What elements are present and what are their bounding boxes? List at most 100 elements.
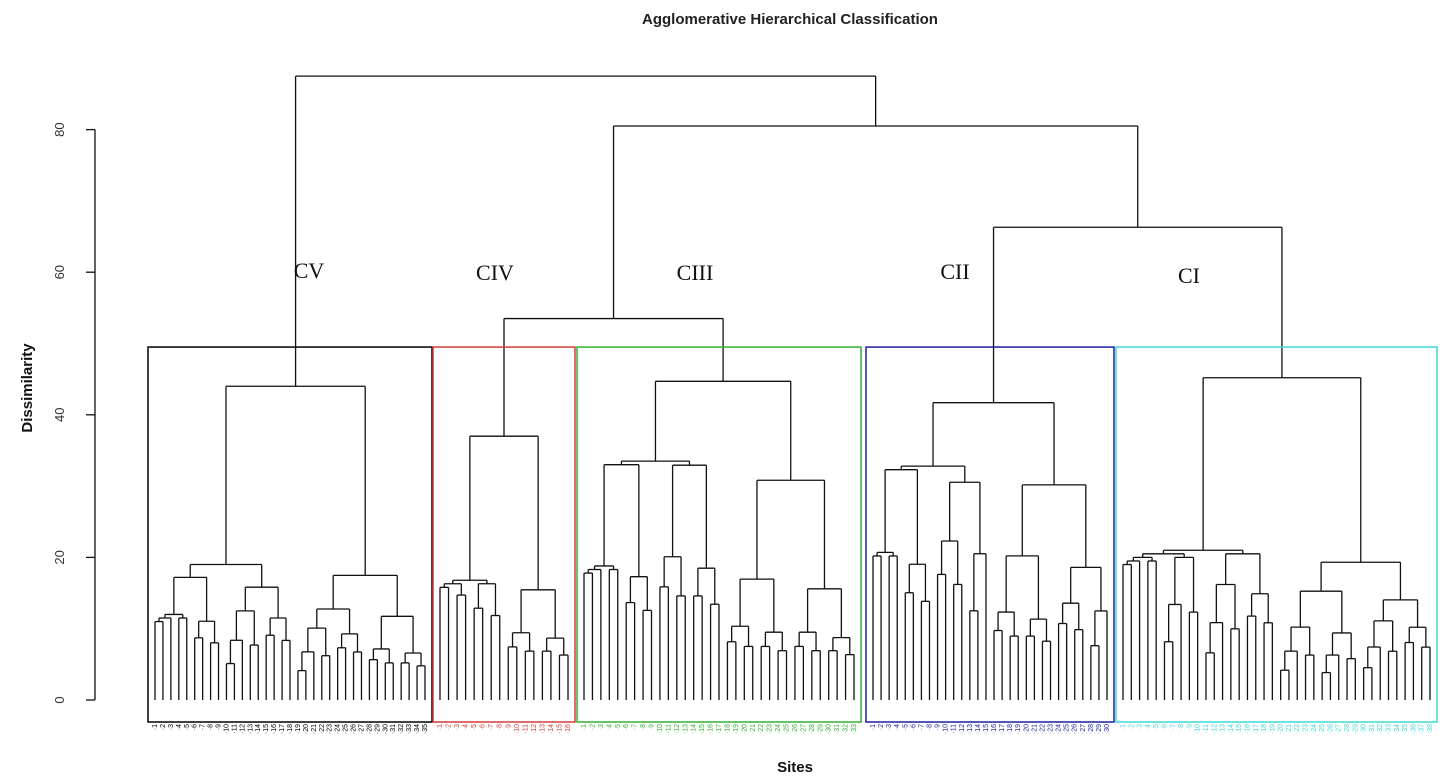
leaf-label: ·26 <box>1327 724 1334 734</box>
leaf-label: ·13 <box>967 724 974 734</box>
leaf-label: ·24 <box>775 724 782 734</box>
leaf-label: ·21 <box>1286 724 1293 734</box>
leaf-label: ·29 <box>1352 724 1359 734</box>
leaf-label: ·5 <box>1153 724 1160 730</box>
leaf-label: ·9 <box>649 724 656 730</box>
leaf-label: ·12 <box>239 724 246 734</box>
leaf-label: ·33 <box>851 724 858 734</box>
leaf-label: ·20 <box>1278 724 1285 734</box>
leaf-label: ·21 <box>311 724 318 734</box>
leaf-label: ·27 <box>358 724 365 734</box>
leaf-label: ·28 <box>1344 724 1351 734</box>
leaf-label: ·3 <box>454 724 461 730</box>
leaf-label: ·7 <box>918 724 925 730</box>
leaf-label: ·34 <box>414 724 421 734</box>
leaf-label: ·1 <box>870 724 877 730</box>
leaf-label: ·30 <box>826 724 833 734</box>
leaf-label: ·8 <box>1178 724 1185 730</box>
leaf-label: ·28 <box>809 724 816 734</box>
leaf-label: ·6 <box>480 724 487 730</box>
y-tick-label: 20 <box>52 550 67 564</box>
leaf-label: ·25 <box>784 724 791 734</box>
leaf-label: ·8 <box>640 724 647 730</box>
leaf-labels: ·1·2·3·4·5·6·7·8·9·10·11·12·13·14·15·16 ·… <box>152 724 1434 734</box>
leaf-label: ·2 <box>1128 724 1135 730</box>
leaf-label: ·31 <box>390 724 397 734</box>
leaf-label: ·7 <box>1170 724 1177 730</box>
leaf-label: ·16 <box>991 724 998 734</box>
leaf-label: ·8 <box>497 724 504 730</box>
x-axis-label: Sites <box>777 759 813 776</box>
cluster-box-cv <box>147 346 433 723</box>
cluster-label-civ: CIV <box>476 260 514 285</box>
leaf-label: ·13 <box>682 724 689 734</box>
leaf-label: ·17 <box>1253 724 1260 734</box>
leaf-label: ·10 <box>514 724 521 734</box>
cluster-label-ciii: CIII <box>677 260 714 285</box>
leaf-label: ·13 <box>247 724 254 734</box>
leaf-label: ·27 <box>1080 724 1087 734</box>
leaf-label: ·19 <box>1015 724 1022 734</box>
leaf-label: ·35 <box>422 724 429 734</box>
leaf-label: ·9 <box>1186 724 1193 730</box>
y-tick-label: 60 <box>52 265 67 279</box>
leaf-label: ·11 <box>1203 724 1210 734</box>
leaf-label: ·23 <box>327 724 334 734</box>
leaf-label: ·5 <box>615 724 622 730</box>
leaf-label: ·24 <box>1056 724 1063 734</box>
leaf-label: ·23 <box>1303 724 1310 734</box>
leaf-label: ·35 <box>1402 724 1409 734</box>
leaf-label: ·15 <box>983 724 990 734</box>
dendrogram-tree <box>154 75 1431 700</box>
leaf-label: ·29 <box>1096 724 1103 734</box>
leaf-label: ·19 <box>295 724 302 734</box>
leaf-label: ·16 <box>271 724 278 734</box>
leaf-label: ·15 <box>1236 724 1243 734</box>
leaf-label: ·2 <box>446 724 453 730</box>
leaf-label: ·26 <box>351 724 358 734</box>
leaf-label: ·10 <box>1195 724 1202 734</box>
leaf-label: ·29 <box>817 724 824 734</box>
cluster-labels: CV CIV CIII CII CI <box>294 258 1200 288</box>
leaf-label: ·21 <box>750 724 757 734</box>
leaf-label: ·28 <box>366 724 373 734</box>
leaf-label: ·23 <box>1048 724 1055 734</box>
leaf-label: ·2 <box>589 724 596 730</box>
leaf-label: ·7 <box>632 724 639 730</box>
leaf-label: ·12 <box>1211 724 1218 734</box>
leaf-label: ·10 <box>943 724 950 734</box>
leaf-label: ·24 <box>1311 724 1318 734</box>
leaf-label: ·30 <box>1104 724 1111 734</box>
leaf-label: ·8 <box>926 724 933 730</box>
leaf-label: ·30 <box>382 724 389 734</box>
leaf-label: ·10 <box>657 724 664 734</box>
leaf-label: ·3 <box>598 724 605 730</box>
leaf-label: ·31 <box>1369 724 1376 734</box>
leaf-label: ·15 <box>263 724 270 734</box>
leaf-label: ·4 <box>1145 724 1152 730</box>
leaf-label: ·17 <box>999 724 1006 734</box>
leaf-label: ·3 <box>886 724 893 730</box>
leaf-label: ·27 <box>800 724 807 734</box>
leaf-label: ·17 <box>279 724 286 734</box>
y-axis: 0 20 40 60 80 <box>52 122 96 704</box>
leaf-label: ·14 <box>975 724 982 734</box>
leaf-label: ·19 <box>733 724 740 734</box>
leaf-label: ·15 <box>556 724 563 734</box>
leaf-label: ·6 <box>192 724 199 730</box>
leaf-label: ·4 <box>894 724 901 730</box>
leaf-label: ·33 <box>406 724 413 734</box>
cluster-box-ci <box>1115 346 1438 723</box>
leaf-label: ·25 <box>1064 724 1071 734</box>
leaf-label: ·5 <box>471 724 478 730</box>
leaf-label: ·14 <box>255 724 262 734</box>
leaf-label: ·2 <box>878 724 885 730</box>
leaf-label: ·13 <box>539 724 546 734</box>
leaf-label: ·27 <box>1336 724 1343 734</box>
leaf-label: ·16 <box>1244 724 1251 734</box>
leaf-label: ·17 <box>716 724 723 734</box>
y-tick-label: 0 <box>52 696 67 703</box>
leaf-label: ·20 <box>741 724 748 734</box>
leaf-label: ·25 <box>1319 724 1326 734</box>
